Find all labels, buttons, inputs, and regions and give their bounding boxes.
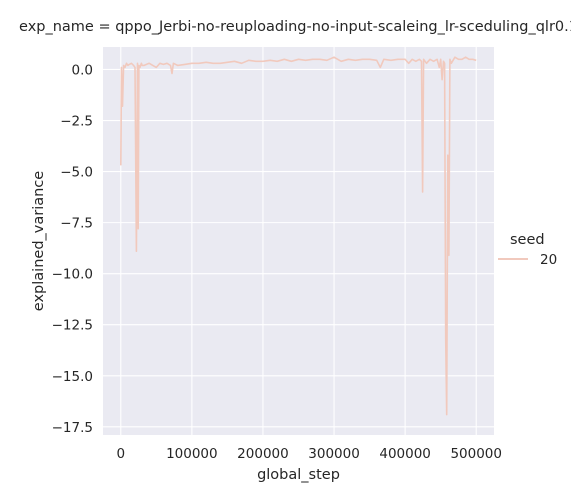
y-tick-label: −17.5 (52, 420, 93, 436)
series-line-20 (120, 56, 477, 416)
x-tick-label: 100000 (166, 446, 218, 462)
chart-title: exp_name = qppo_Jerbi-no-reuploading-no-… (19, 19, 571, 35)
y-tick-label: −10.0 (52, 267, 93, 283)
plot-area (103, 47, 494, 435)
grid-lines (103, 47, 494, 435)
y-tick-label: −12.5 (52, 318, 93, 334)
y-tick-label: −2.5 (60, 114, 93, 130)
legend: seed 20 (498, 232, 557, 268)
x-axis-ticks: 0 100000 200000 300000 400000 500000 (116, 446, 502, 462)
x-tick-label: 500000 (450, 446, 502, 462)
legend-title: seed (510, 232, 545, 248)
series-layer (120, 56, 477, 416)
y-tick-label: −5.0 (60, 165, 93, 181)
x-tick-label: 200000 (237, 446, 289, 462)
y-tick-label: 0.0 (72, 62, 93, 78)
x-tick-label: 0 (116, 446, 125, 462)
y-tick-label: −15.0 (52, 369, 93, 385)
y-tick-label: −7.5 (60, 216, 93, 232)
x-tick-label: 300000 (308, 446, 360, 462)
y-axis-ticks: 0.0 −2.5 −5.0 −7.5 −10.0 −12.5 −15.0 −17.5 (52, 62, 93, 435)
x-axis-label: global_step (257, 467, 340, 483)
legend-label-20: 20 (540, 252, 557, 268)
x-tick-label: 400000 (379, 446, 431, 462)
y-axis-label: explained_variance (31, 171, 47, 311)
